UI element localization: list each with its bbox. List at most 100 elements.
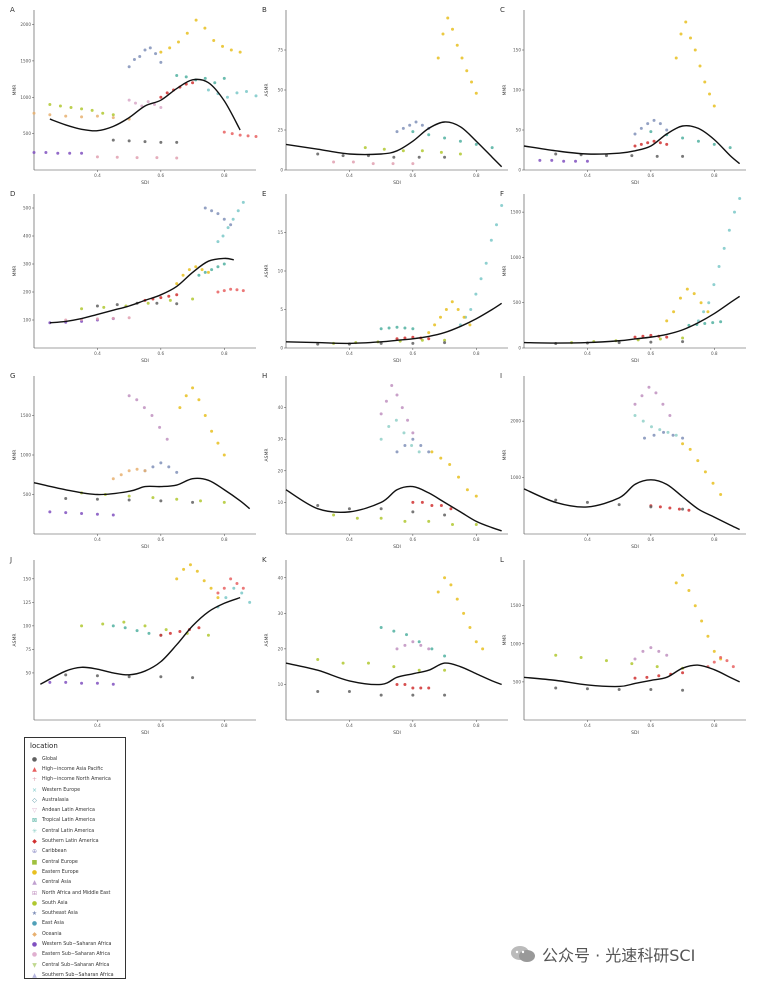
x-tick-label: 0.6	[410, 723, 417, 728]
data-point	[241, 586, 245, 590]
data-point	[135, 398, 139, 402]
data-point	[411, 500, 415, 504]
panel-label: G	[10, 372, 15, 380]
series-south-asia	[80, 620, 210, 637]
legend-marker-icon: ●	[31, 868, 38, 876]
data-point	[645, 675, 649, 679]
y-tick-label: 500	[513, 679, 521, 684]
series-global	[95, 301, 179, 308]
data-point	[168, 46, 172, 50]
data-point	[427, 450, 431, 454]
legend-marker-icon: ●	[31, 920, 38, 928]
data-point	[222, 76, 226, 80]
data-point	[379, 412, 383, 416]
series-central-sub-saharan-africa	[674, 20, 716, 108]
data-point	[80, 624, 84, 628]
series-high-income-asia-pacific	[216, 577, 245, 595]
data-point	[617, 341, 621, 345]
chart-svg-b: B 0.4 0.6 0.8 0 25 50 75 SDI ASMR	[262, 6, 508, 186]
trend-line	[40, 596, 241, 685]
data-point	[652, 433, 656, 437]
legend-marker-icon: ▲	[32, 879, 37, 887]
data-point	[355, 516, 359, 520]
data-point	[64, 496, 68, 500]
y-axis-title: MMR	[502, 450, 508, 461]
data-point	[712, 283, 716, 287]
data-point	[728, 146, 732, 150]
y-tick-label: 1000	[510, 475, 521, 480]
data-point	[674, 581, 678, 585]
panel-label: A	[10, 6, 15, 14]
y-tick-label: 500	[23, 131, 31, 136]
data-point	[685, 287, 689, 291]
x-axis-title: SDI	[393, 180, 401, 186]
legend-marker-icon: ✳	[31, 827, 38, 835]
series-central-sub-saharan-africa	[665, 287, 710, 323]
data-point	[674, 433, 678, 437]
series-global	[554, 152, 685, 158]
data-point	[216, 591, 220, 595]
data-point	[658, 505, 662, 509]
x-tick-label: 0.4	[346, 723, 353, 728]
data-point	[168, 631, 172, 635]
data-point	[32, 111, 36, 115]
data-point	[674, 56, 678, 60]
data-point	[222, 289, 226, 293]
series-tropical-latin-america	[111, 624, 163, 637]
data-point	[401, 149, 405, 153]
data-point	[395, 337, 399, 341]
data-point	[159, 633, 163, 637]
data-point	[379, 507, 383, 511]
data-point	[132, 57, 136, 61]
data-point	[465, 488, 469, 492]
legend-item: ✳ Central Latin America	[30, 826, 120, 836]
data-point	[681, 442, 685, 446]
data-point	[649, 646, 653, 650]
data-point	[449, 507, 453, 511]
data-point	[688, 447, 692, 451]
data-point	[235, 288, 239, 292]
data-point	[446, 16, 450, 20]
data-point	[654, 391, 658, 395]
legend-item: ● Eastern Sub−Saharan Africa	[30, 950, 120, 960]
data-point	[554, 686, 558, 690]
data-point	[712, 104, 716, 108]
series-south-asia	[80, 297, 195, 311]
data-point	[649, 340, 653, 344]
data-point	[80, 107, 84, 111]
x-tick-label: 0.6	[158, 173, 165, 178]
data-point	[48, 680, 52, 684]
data-point	[135, 156, 139, 160]
data-point	[703, 470, 707, 474]
data-point	[69, 105, 73, 109]
data-point	[731, 665, 735, 669]
data-point	[159, 499, 163, 503]
data-point	[143, 624, 147, 628]
data-point	[101, 622, 105, 626]
y-tick-label: 500	[23, 206, 31, 211]
trend-line	[285, 302, 503, 345]
y-tick-label: 20	[278, 646, 284, 651]
data-point	[148, 46, 152, 50]
legend-label: Central Asia	[42, 880, 72, 886]
data-point	[574, 159, 578, 163]
x-axis-title: SDI	[393, 358, 401, 364]
legend-item: ● South Asia	[30, 898, 120, 908]
x-tick-label: 0.6	[410, 537, 417, 542]
x-axis-title: SDI	[631, 544, 639, 550]
y-axis-title: ASMR	[264, 634, 270, 647]
legend-marker-icon: ⊕	[31, 848, 38, 856]
data-point	[538, 158, 542, 162]
data-point	[95, 497, 99, 501]
data-point	[665, 142, 669, 146]
data-point	[665, 653, 669, 657]
x-tick-label: 0.8	[711, 723, 718, 728]
chart-panel-i: I 0.4 0.6 0.8 1000 2000 SDI MMR	[500, 370, 752, 550]
x-tick-label: 0.4	[584, 723, 591, 728]
data-point	[655, 665, 659, 669]
data-point	[687, 508, 691, 512]
legend-item: ⊕ Caribbean	[30, 847, 120, 857]
legend-label: South Asia	[42, 900, 68, 906]
series-southern-latin-america	[411, 500, 453, 511]
chart-svg-g: G 0.4 0.6 0.8 500 1000 1500 SDI MMR	[10, 372, 256, 550]
